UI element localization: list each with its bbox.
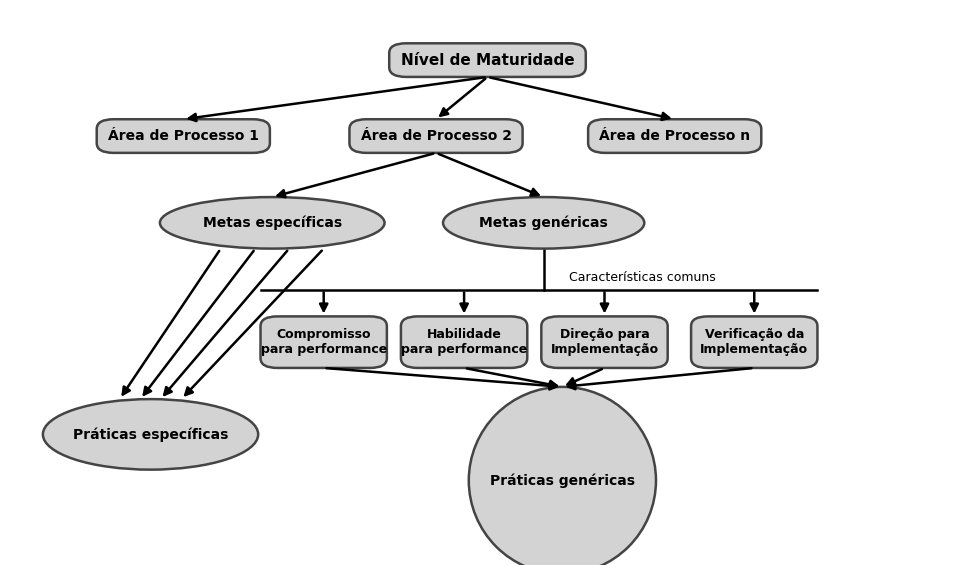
FancyBboxPatch shape — [541, 316, 668, 368]
FancyBboxPatch shape — [691, 316, 817, 368]
Text: Metas genéricas: Metas genéricas — [480, 216, 608, 230]
Text: Direção para
Implementação: Direção para Implementação — [551, 328, 658, 356]
FancyBboxPatch shape — [389, 44, 586, 77]
Ellipse shape — [160, 197, 384, 249]
Text: Área de Processo 2: Área de Processo 2 — [361, 129, 512, 143]
FancyBboxPatch shape — [588, 119, 761, 153]
Text: Características comuns: Características comuns — [568, 271, 716, 284]
FancyBboxPatch shape — [97, 119, 270, 153]
Ellipse shape — [469, 387, 656, 565]
Ellipse shape — [443, 197, 644, 249]
Text: Práticas genéricas: Práticas genéricas — [489, 473, 635, 488]
Text: Práticas específicas: Práticas específicas — [73, 427, 228, 442]
Text: Área de Processo n: Área de Processo n — [599, 129, 751, 143]
Text: Verificação da
Implementação: Verificação da Implementação — [700, 328, 808, 356]
Text: Compromisso
para performance: Compromisso para performance — [260, 328, 387, 356]
Text: Nível de Maturidade: Nível de Maturidade — [401, 53, 574, 68]
FancyBboxPatch shape — [349, 119, 523, 153]
Text: Habilidade
para performance: Habilidade para performance — [401, 328, 527, 356]
Text: Metas específicas: Metas específicas — [203, 216, 342, 230]
Text: Área de Processo 1: Área de Processo 1 — [108, 129, 258, 143]
FancyBboxPatch shape — [401, 316, 527, 368]
FancyBboxPatch shape — [260, 316, 387, 368]
Ellipse shape — [43, 399, 258, 470]
